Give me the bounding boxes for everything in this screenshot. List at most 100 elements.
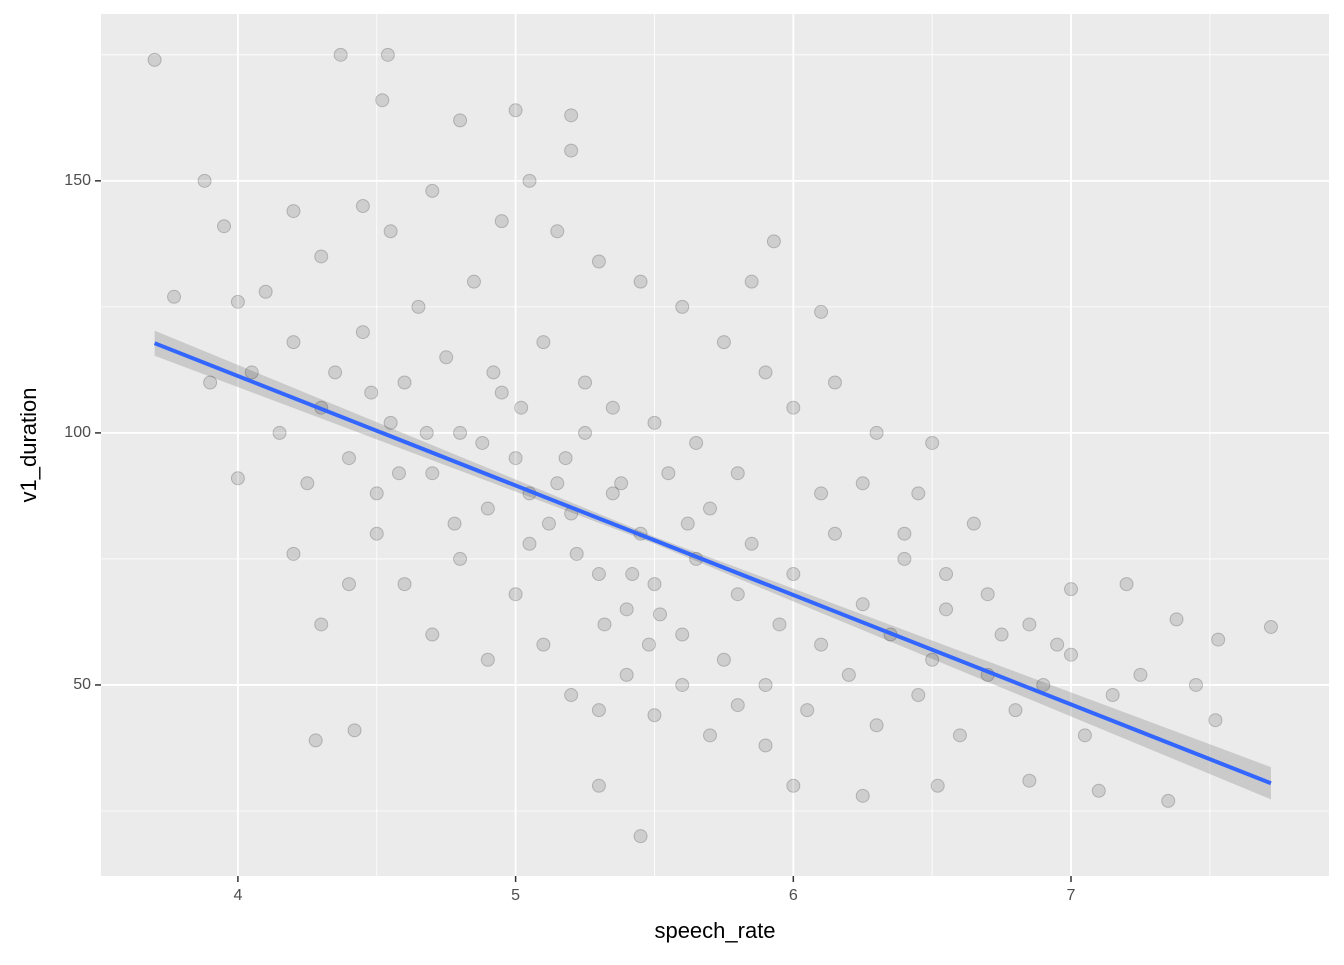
point [758,738,773,753]
point [1188,677,1203,692]
point [633,274,648,289]
point [536,335,551,350]
point [536,637,551,652]
point [1064,582,1079,597]
point [675,627,690,642]
point [286,335,301,350]
point [680,516,695,531]
point [744,536,759,551]
fit-line [153,341,1272,786]
point [550,224,565,239]
point [952,728,967,743]
point [591,254,606,269]
point [758,677,773,692]
panel [101,14,1329,876]
point [939,567,954,582]
point [486,365,501,380]
x-tick-label: 7 [1067,887,1076,904]
point [605,400,620,415]
point [647,415,662,430]
point [619,667,634,682]
y-tick-label: 50 [73,676,91,693]
point [1208,713,1223,728]
point [453,113,468,128]
point [391,466,406,481]
point [730,587,745,602]
point [355,199,370,214]
point [308,733,323,748]
point [1119,577,1134,592]
point [1022,773,1037,788]
point [897,526,912,541]
point [508,451,523,466]
y-tick-label: 150 [64,172,91,189]
point [425,466,440,481]
point [827,526,842,541]
point [689,435,704,450]
point [675,299,690,314]
point [675,677,690,692]
point [197,173,212,188]
point [494,214,509,229]
point [419,425,434,440]
point [1211,632,1226,647]
point [286,204,301,219]
point [514,400,529,415]
point [541,516,556,531]
point [814,486,829,501]
point [300,476,315,491]
point [841,667,856,682]
point [341,451,356,466]
point [1161,793,1176,808]
point [994,627,1009,642]
point [925,435,940,450]
point [653,607,668,622]
point [1077,728,1092,743]
point [203,375,218,390]
point [786,400,801,415]
point [522,173,537,188]
points [147,47,1278,844]
point [925,652,940,667]
point [453,551,468,566]
point [564,108,579,123]
point [425,627,440,642]
point [911,688,926,703]
point [230,294,245,309]
point [939,602,954,617]
point [355,325,370,340]
point [827,375,842,390]
x-tick-label: 6 [789,887,798,904]
point [564,143,579,158]
point [569,546,584,561]
point [869,425,884,440]
point [591,703,606,718]
point [966,516,981,531]
point [380,47,395,62]
grid [101,14,1329,876]
point [244,365,259,380]
point [930,778,945,793]
point [230,471,245,486]
point [558,451,573,466]
y-tick-label: 100 [64,424,91,441]
point [217,219,232,234]
point [869,718,884,733]
point [564,688,579,703]
point [1133,667,1148,682]
point [147,52,162,67]
y-axis-title: v1_duration [16,388,41,503]
point [786,778,801,793]
point [550,476,565,491]
point [647,708,662,723]
point [758,365,773,380]
point [508,103,523,118]
point [591,567,606,582]
point [730,466,745,481]
point [716,335,731,350]
point [814,637,829,652]
point [633,829,648,844]
point [447,516,462,531]
point [911,486,926,501]
point [341,577,356,592]
